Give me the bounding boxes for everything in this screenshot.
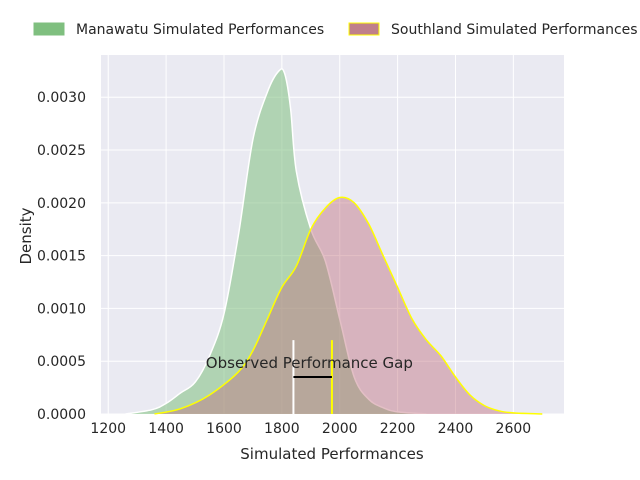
y-tick-label: 0.0030 bbox=[37, 90, 86, 106]
manawatu-density-area bbox=[125, 68, 427, 415]
southland-density-line bbox=[154, 196, 543, 415]
annotation-group: Observed Performance Gap bbox=[206, 340, 413, 414]
y-tick-label: 0.0010 bbox=[37, 301, 86, 317]
y-axis-label: Density bbox=[17, 207, 35, 264]
x-tick-label: 1200 bbox=[90, 421, 126, 437]
x-tick-label: 2400 bbox=[438, 421, 474, 437]
y-tick-label: 0.0025 bbox=[37, 143, 86, 159]
y-tick-label: 0.0005 bbox=[37, 354, 86, 370]
legend-swatch-southland bbox=[348, 22, 380, 36]
x-tick-label: 2200 bbox=[380, 421, 416, 437]
legend-label-southland: Southland Simulated Performances bbox=[391, 22, 638, 38]
x-axis-label: Simulated Performances bbox=[240, 445, 424, 463]
density-areas bbox=[125, 68, 543, 415]
y-tick-label: 0.0015 bbox=[37, 249, 86, 265]
performance-gap-label: Observed Performance Gap bbox=[206, 354, 413, 372]
legend-label-manawatu: Manawatu Simulated Performances bbox=[76, 22, 324, 38]
y-tick-labels: 0.0000 0.0005 0.0010 0.0015 0.0020 0.0025 0.00… bbox=[37, 90, 86, 423]
x-tick-label: 2000 bbox=[322, 421, 358, 437]
x-tick-label: 2600 bbox=[496, 421, 532, 437]
x-tick-label: 1800 bbox=[264, 421, 300, 437]
southland-density-area bbox=[154, 197, 543, 414]
manawatu-density-line bbox=[125, 68, 427, 415]
x-tick-labels: 1200 1400 1600 1800 2000 2200 2400 2600 bbox=[90, 421, 531, 437]
legend-swatch-manawatu bbox=[33, 22, 65, 36]
legend: Manawatu Simulated Performances Southlan… bbox=[33, 22, 638, 38]
y-tick-label: 0.0020 bbox=[37, 196, 86, 212]
x-tick-label: 1400 bbox=[148, 421, 184, 437]
y-tick-label: 0.0000 bbox=[37, 407, 86, 423]
x-tick-label: 1600 bbox=[206, 421, 242, 437]
